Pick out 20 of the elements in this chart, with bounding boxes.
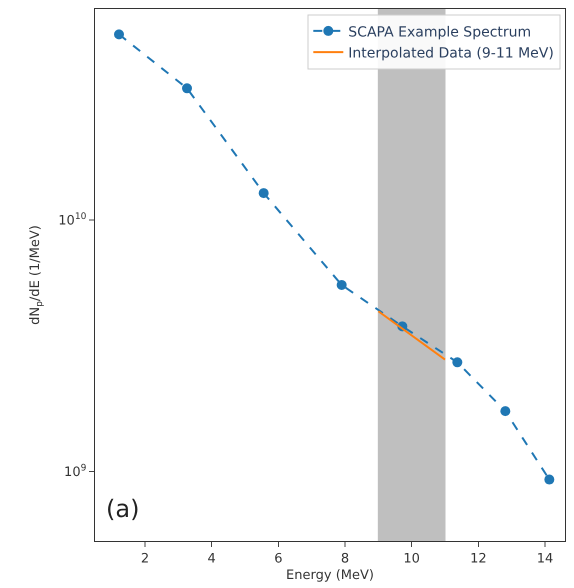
annotation: (a): [106, 495, 140, 523]
x-tick-label: 8: [340, 552, 350, 567]
point: [182, 83, 192, 94]
x-tick-label: 4: [208, 552, 216, 567]
x-tick-label: 10: [403, 552, 420, 567]
point: [336, 280, 347, 290]
x-tick-label: 12: [470, 552, 487, 567]
point: [500, 406, 510, 416]
legend-label: SCAPA Example Spectrum: [348, 24, 532, 40]
y-tick-label: 10$^{9}$: [64, 464, 87, 480]
legend-label: Interpolated Data (9-11 MeV): [348, 46, 554, 62]
x-axis-title: Energy (MeV): [286, 568, 374, 584]
y-tick-label: 10$^{10}$: [58, 212, 87, 229]
x-tick-label: 14: [536, 552, 554, 567]
x-tick-label: 2: [140, 552, 150, 567]
point: [544, 474, 554, 485]
point: [258, 188, 269, 198]
x-tick-label: 6: [274, 552, 282, 567]
point: [114, 29, 124, 40]
point: [452, 357, 462, 368]
